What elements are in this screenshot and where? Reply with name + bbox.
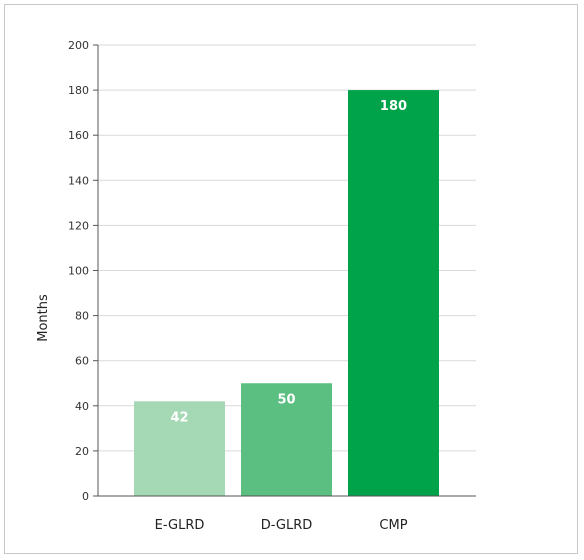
bar-cmp xyxy=(348,90,439,496)
y-tick-label: 100 xyxy=(68,265,89,278)
chart-frame: 0 20 40 60 80 100 120 140 160 180 200 42 E-GLRD 50 D-G… xyxy=(4,4,578,554)
bar-d-glrd xyxy=(241,383,332,496)
x-tick-label: D-GLRD xyxy=(261,518,313,533)
y-tick-label: 200 xyxy=(68,39,89,52)
bars xyxy=(134,90,439,496)
data-label: 42 xyxy=(170,410,188,425)
y-tick-label: 40 xyxy=(75,400,89,413)
axes xyxy=(93,44,476,497)
y-tick-label: 60 xyxy=(75,355,89,368)
bar-chart: 0 20 40 60 80 100 120 140 160 180 200 42 E-GLRD 50 D-G… xyxy=(36,39,476,533)
y-tick-label: 160 xyxy=(68,129,89,142)
bar-e-glrd xyxy=(134,401,225,496)
y-tick-label: 140 xyxy=(68,174,89,187)
y-tick-label: 0 xyxy=(82,490,89,503)
y-axis-title: Months xyxy=(36,294,51,342)
y-tick-label: 120 xyxy=(68,219,89,232)
y-tick-label: 20 xyxy=(75,445,89,458)
y-tick-label: 80 xyxy=(75,310,89,323)
data-label: 50 xyxy=(277,392,295,407)
y-tick-label: 180 xyxy=(68,84,89,97)
data-label: 180 xyxy=(380,99,407,114)
x-tick-label: E-GLRD xyxy=(155,518,205,533)
labels: 0 20 40 60 80 100 120 140 160 180 200 42 E-GLRD 50 D-G… xyxy=(68,39,408,533)
x-tick-label: CMP xyxy=(379,518,407,533)
